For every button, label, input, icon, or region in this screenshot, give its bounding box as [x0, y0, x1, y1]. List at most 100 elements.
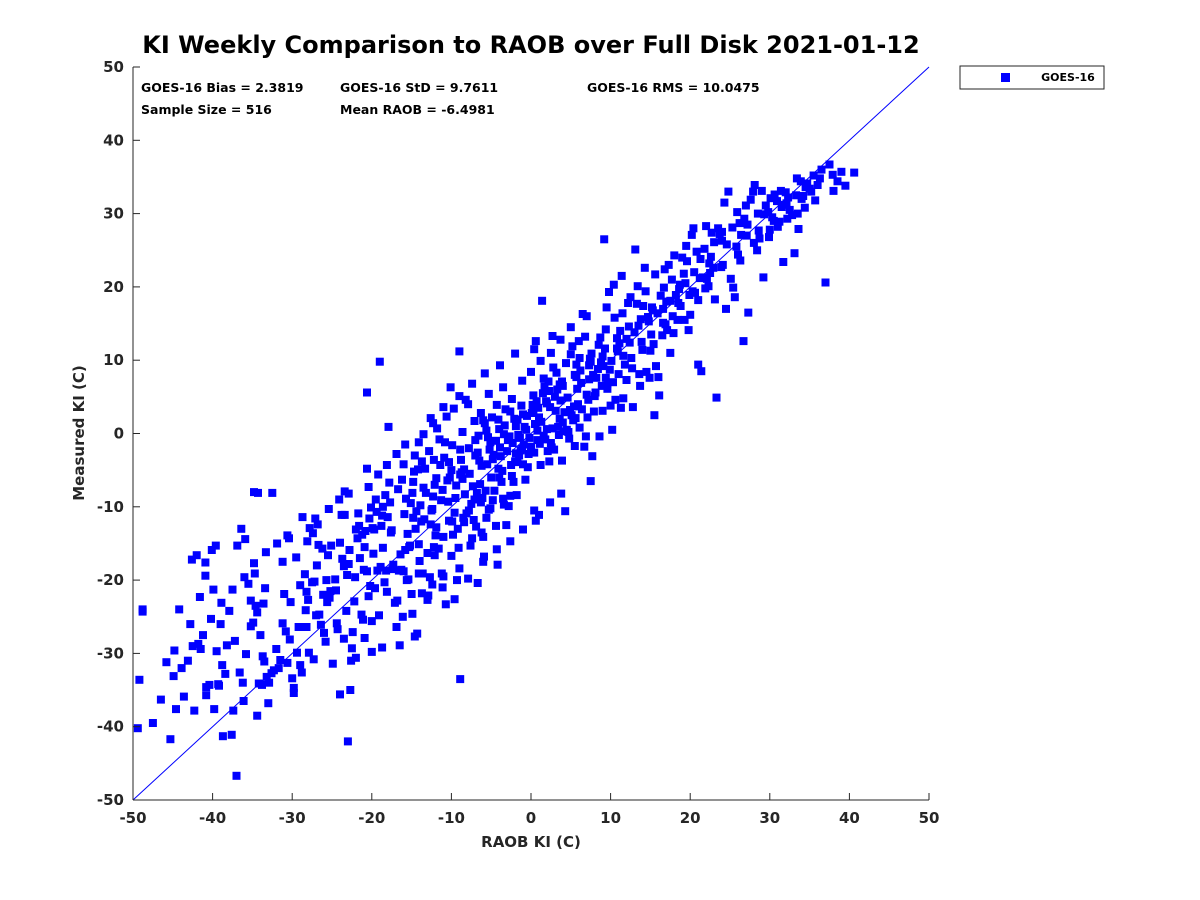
data-point — [300, 570, 309, 579]
data-point — [813, 181, 822, 189]
data-point — [331, 575, 340, 584]
data-point — [642, 367, 651, 376]
data-point — [687, 230, 696, 239]
data-point — [424, 591, 433, 600]
y-tick-label: 10 — [103, 351, 124, 369]
data-point — [554, 422, 563, 431]
data-point — [829, 186, 838, 195]
data-point — [597, 381, 606, 390]
data-point — [577, 405, 586, 414]
data-point — [633, 282, 642, 291]
data-point — [256, 631, 265, 640]
data-point — [382, 461, 391, 469]
y-tick-label: -40 — [97, 718, 124, 736]
stats-block: GOES-16 Bias = 2.3819 GOES-16 StD = 9.76… — [141, 80, 760, 117]
data-point — [614, 370, 623, 379]
data-point — [296, 581, 305, 590]
data-point — [447, 466, 456, 475]
data-point — [481, 486, 490, 495]
data-point — [590, 392, 599, 401]
data-point — [602, 303, 611, 312]
data-point — [439, 572, 448, 581]
data-point — [586, 357, 595, 366]
data-point — [466, 541, 475, 550]
data-point — [294, 623, 303, 631]
data-point — [450, 508, 459, 517]
data-point — [478, 494, 487, 502]
data-point — [773, 222, 782, 231]
data-point — [350, 597, 359, 606]
data-point — [169, 672, 178, 681]
x-tick-label: 0 — [526, 809, 536, 827]
data-point — [351, 653, 360, 662]
data-point — [212, 647, 221, 656]
data-point — [323, 598, 332, 607]
data-point — [288, 674, 297, 683]
data-point — [624, 322, 633, 331]
data-point — [241, 535, 250, 544]
data-point — [238, 678, 247, 687]
x-tick-label: 50 — [919, 809, 940, 827]
data-point — [269, 666, 278, 675]
data-point — [505, 432, 514, 441]
data-point — [302, 623, 311, 631]
data-point — [675, 280, 684, 289]
data-point — [406, 499, 415, 508]
data-point — [461, 395, 470, 404]
data-point — [739, 337, 748, 346]
data-point — [636, 315, 645, 324]
data-point — [594, 340, 603, 349]
data-point — [444, 497, 453, 506]
data-point — [645, 373, 654, 382]
data-point — [646, 346, 655, 355]
data-point — [445, 516, 453, 525]
data-point — [729, 283, 738, 292]
data-point — [499, 500, 508, 509]
data-point — [659, 318, 668, 327]
data-point — [382, 587, 391, 596]
data-point — [546, 498, 555, 507]
data-point — [666, 348, 675, 357]
data-point — [609, 280, 618, 289]
data-point — [675, 285, 684, 294]
data-point — [718, 260, 727, 269]
data-point — [336, 690, 344, 699]
data-point — [572, 373, 581, 382]
data-point — [355, 554, 364, 563]
data-point — [283, 658, 292, 667]
data-point — [414, 438, 423, 447]
data-point — [668, 312, 677, 321]
data-point — [322, 576, 331, 585]
data-point — [636, 381, 645, 390]
data-point — [268, 488, 277, 497]
data-point — [527, 442, 535, 451]
data-point — [841, 181, 850, 190]
data-point — [635, 370, 644, 379]
data-point — [794, 225, 803, 233]
data-point — [655, 391, 664, 400]
data-point — [468, 379, 477, 388]
data-point — [507, 461, 516, 469]
data-point — [736, 256, 745, 265]
stat-bias: GOES-16 Bias = 2.3819 — [141, 80, 303, 95]
data-point — [496, 443, 504, 452]
data-point — [622, 376, 631, 384]
data-point — [378, 511, 387, 520]
data-point — [364, 483, 373, 491]
data-point — [336, 538, 344, 547]
data-point — [754, 226, 763, 235]
data-point — [706, 252, 715, 261]
data-point — [785, 205, 794, 214]
data-point — [615, 339, 624, 348]
data-point — [488, 455, 497, 464]
data-point — [770, 190, 779, 199]
data-point — [490, 486, 499, 495]
y-tick-label: -30 — [97, 644, 124, 662]
data-point — [584, 395, 593, 404]
data-point — [504, 502, 513, 511]
data-point — [525, 433, 534, 442]
data-point — [649, 340, 658, 349]
data-point — [344, 489, 353, 498]
legend-box — [959, 65, 1105, 90]
data-point — [507, 472, 516, 480]
